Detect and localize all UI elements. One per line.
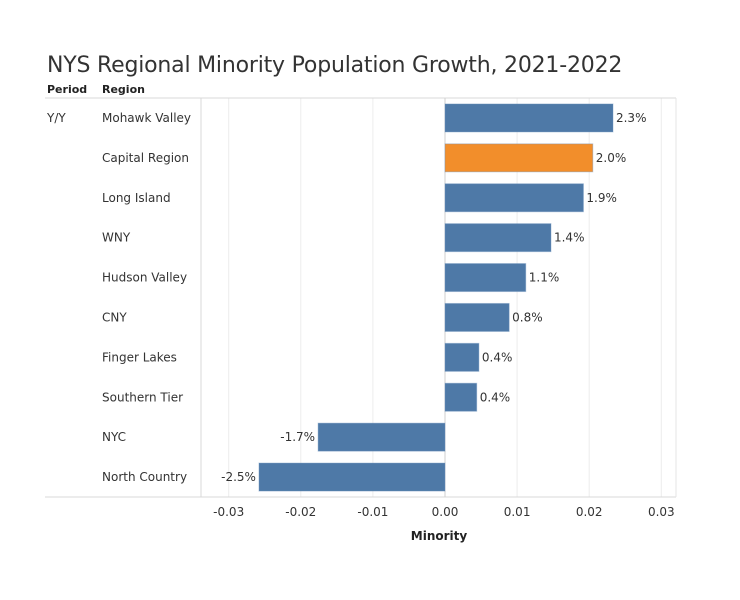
data-label: 1.9% xyxy=(586,191,617,205)
row-label: Long Island xyxy=(102,191,171,205)
period-header: Period xyxy=(47,83,88,96)
data-label: -1.7% xyxy=(280,430,315,444)
bar-hudson-valley[interactable] xyxy=(444,263,527,293)
x-tick-label: -0.03 xyxy=(213,505,244,519)
gridlines xyxy=(228,98,662,497)
row-label: Hudson Valley xyxy=(102,271,187,285)
data-label: 0.4% xyxy=(480,390,511,404)
data-label: 0.8% xyxy=(512,310,543,324)
row-label: Southern Tier xyxy=(102,390,183,404)
row-labels: Y/Y Mohawk Valley Capital Region Long Islan… xyxy=(46,111,191,484)
row-label: NYC xyxy=(102,430,126,444)
x-tick-label: 0.01 xyxy=(504,505,531,519)
bar-capital-region[interactable] xyxy=(444,143,594,173)
row-label: Finger Lakes xyxy=(102,350,177,364)
x-tick-label: -0.02 xyxy=(285,505,316,519)
bar-finger-lakes[interactable] xyxy=(444,342,480,372)
x-axis-ticks: -0.03 -0.02 -0.01 0.00 0.01 0.02 0.03 xyxy=(213,505,674,519)
row-label: WNY xyxy=(102,231,131,245)
data-labels: 2.3% 2.0% 1.9% 1.4% 1.1% 0.8% 0.4% 0.4% -1.7% -2.… xyxy=(221,111,646,484)
data-label: 0.4% xyxy=(482,350,512,364)
x-axis-title: Minority xyxy=(411,529,468,543)
row-label: North Country xyxy=(102,470,187,484)
chart-title: NYS Regional Minority Population Growth,… xyxy=(47,53,623,78)
row-label: Mohawk Valley xyxy=(102,111,191,125)
x-tick-label: 0.03 xyxy=(648,505,675,519)
data-label: 2.0% xyxy=(596,151,627,165)
row-label: Capital Region xyxy=(102,151,189,165)
data-label: -2.5% xyxy=(221,470,256,484)
bar-nyc[interactable] xyxy=(317,422,446,452)
row-label: CNY xyxy=(102,310,127,324)
bar-cny[interactable] xyxy=(444,302,510,332)
x-tick-label: -0.01 xyxy=(357,505,388,519)
region-header: Region xyxy=(102,83,145,96)
bar-mohawk-valley[interactable] xyxy=(444,103,614,133)
x-tick-label: 0.02 xyxy=(576,505,603,519)
period-label: Y/Y xyxy=(46,111,66,125)
data-label: 1.4% xyxy=(554,231,585,245)
data-label: 2.3% xyxy=(616,111,647,125)
bar-wny[interactable] xyxy=(444,223,552,253)
bar-north-country[interactable] xyxy=(258,462,446,492)
x-tick-label: 0.00 xyxy=(432,505,459,519)
bar-long-island[interactable] xyxy=(444,183,584,213)
bars xyxy=(258,103,614,492)
bar-southern-tier[interactable] xyxy=(444,382,478,412)
data-label: 1.1% xyxy=(529,271,560,285)
